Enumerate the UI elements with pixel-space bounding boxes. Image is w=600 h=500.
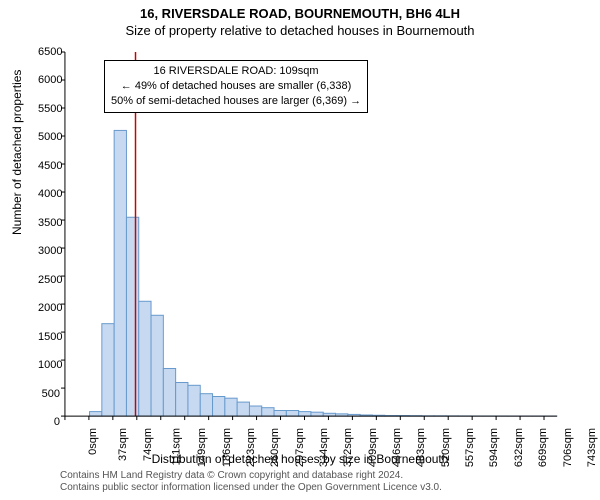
y-tick-label: 5500	[38, 103, 60, 115]
y-tick-label: 1000	[38, 359, 60, 371]
chart-title-subtitle: Size of property relative to detached ho…	[0, 23, 600, 38]
y-tick-label: 4000	[38, 188, 60, 200]
y-tick-label: 6000	[38, 74, 60, 86]
x-tick-label: 0sqm	[87, 428, 99, 455]
y-tick-label: 6500	[38, 46, 60, 58]
y-tick-label: 4500	[38, 160, 60, 172]
annotation-line2: ← 49% of detached houses are smaller (6,…	[111, 79, 361, 94]
y-tick-label: 3000	[38, 245, 60, 257]
footer-line1: Contains HM Land Registry data © Crown c…	[60, 470, 442, 482]
y-tick-label: 5000	[38, 131, 60, 143]
y-axis-label: Number of detached properties	[10, 70, 24, 235]
y-tick-label: 3500	[38, 217, 60, 229]
annotation-line1: 16 RIVERSDALE ROAD: 109sqm	[111, 64, 361, 79]
chart-title-block: 16, RIVERSDALE ROAD, BOURNEMOUTH, BH6 4L…	[0, 0, 600, 38]
chart-title-address: 16, RIVERSDALE ROAD, BOURNEMOUTH, BH6 4L…	[0, 6, 600, 21]
annotation-line3: 50% of semi-detached houses are larger (…	[111, 94, 361, 109]
y-tick-label: 500	[38, 388, 60, 400]
footer-line2: Contains public sector information licen…	[60, 482, 442, 494]
y-tick-label: 2000	[38, 302, 60, 314]
y-tick-label: 0	[38, 416, 60, 428]
y-tick-label: 2500	[38, 274, 60, 286]
x-axis-label: Distribution of detached houses by size …	[0, 452, 600, 466]
y-tick-label: 1500	[38, 331, 60, 343]
footer-attribution: Contains HM Land Registry data © Crown c…	[60, 470, 442, 494]
annotation-box: 16 RIVERSDALE ROAD: 109sqm ← 49% of deta…	[104, 60, 368, 113]
